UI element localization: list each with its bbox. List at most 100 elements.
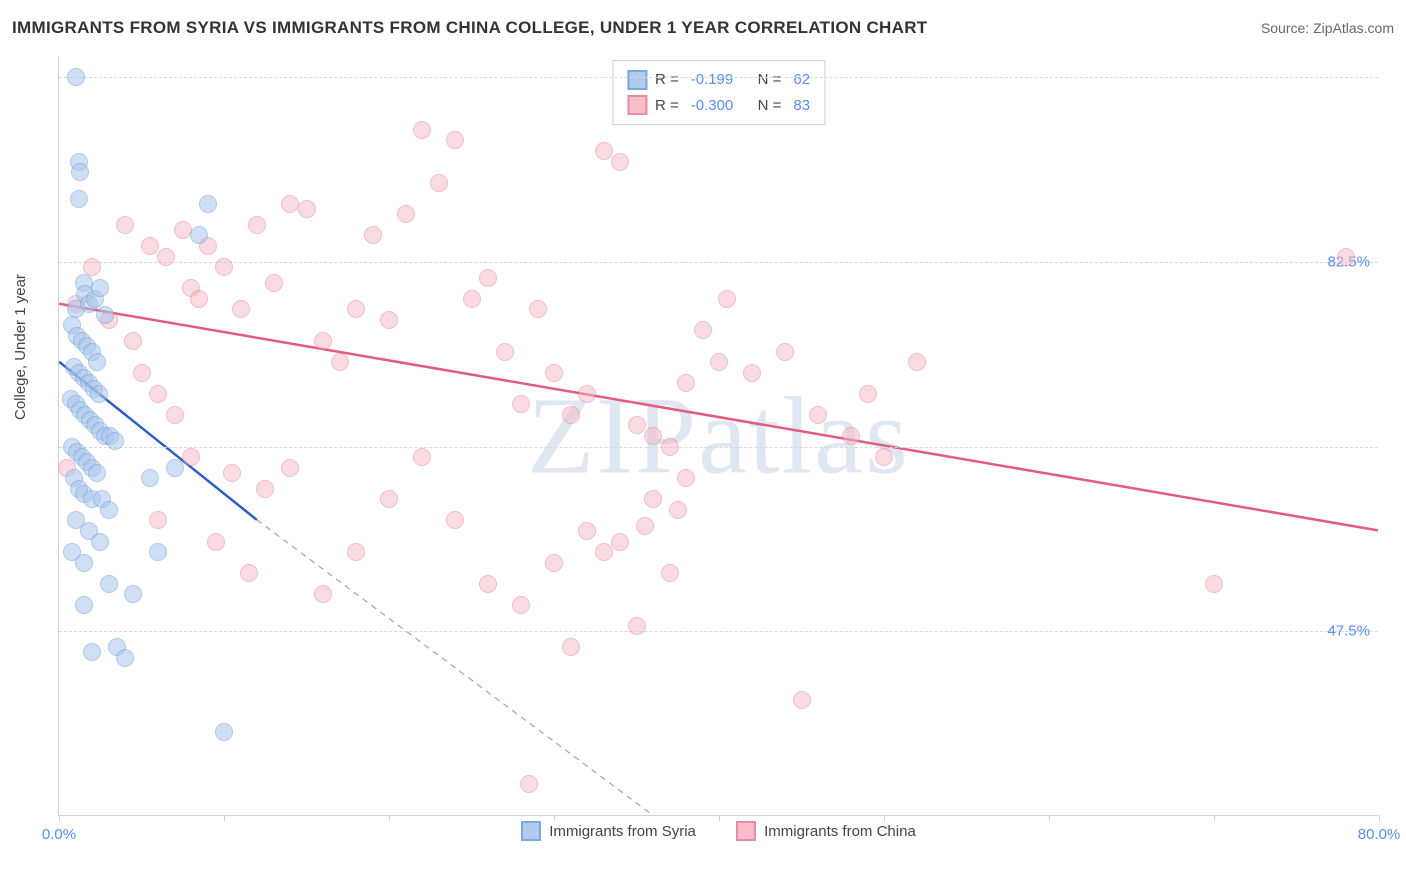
data-point-china — [446, 511, 464, 529]
data-point-china — [562, 406, 580, 424]
swatch-syria — [521, 821, 541, 841]
data-point-china — [463, 290, 481, 308]
data-point-china — [529, 300, 547, 318]
data-point-china — [710, 353, 728, 371]
data-point-china — [1337, 248, 1355, 266]
data-point-china — [232, 300, 250, 318]
data-point-syria — [116, 649, 134, 667]
data-point-syria — [190, 226, 208, 244]
trend-line — [59, 304, 1378, 531]
data-point-syria — [88, 353, 106, 371]
data-point-china — [859, 385, 877, 403]
legend-item-china: Immigrants from China — [736, 821, 916, 841]
data-point-china — [248, 216, 266, 234]
source-prefix: Source: — [1261, 20, 1313, 36]
data-point-syria — [71, 163, 89, 181]
x-tick-label: 0.0% — [42, 826, 76, 843]
data-point-china — [207, 533, 225, 551]
data-point-china — [347, 300, 365, 318]
x-tick — [59, 815, 60, 821]
data-point-china — [636, 517, 654, 535]
n-value-syria: 62 — [793, 67, 810, 93]
grid-line-h — [59, 262, 1378, 263]
data-point-china — [644, 490, 662, 508]
data-point-china — [628, 617, 646, 635]
data-point-syria — [106, 432, 124, 450]
data-point-china — [240, 564, 258, 582]
data-point-syria — [100, 501, 118, 519]
data-point-china — [157, 248, 175, 266]
legend-item-syria: Immigrants from Syria — [521, 821, 696, 841]
data-point-china — [124, 332, 142, 350]
data-point-china — [413, 121, 431, 139]
data-point-china — [479, 575, 497, 593]
data-point-china — [298, 200, 316, 218]
data-point-china — [793, 691, 811, 709]
x-tick — [1049, 815, 1050, 821]
data-point-china — [611, 153, 629, 171]
data-point-china — [281, 195, 299, 213]
data-point-china — [520, 775, 538, 793]
data-point-china — [776, 343, 794, 361]
data-point-china — [677, 469, 695, 487]
x-tick — [1214, 815, 1215, 821]
swatch-syria — [627, 70, 647, 90]
data-point-china — [677, 374, 695, 392]
data-point-china — [479, 269, 497, 287]
data-point-syria — [91, 533, 109, 551]
data-point-syria — [199, 195, 217, 213]
data-point-china — [908, 353, 926, 371]
data-point-syria — [124, 585, 142, 603]
r-label: R = — [655, 93, 679, 119]
data-point-china — [215, 258, 233, 276]
data-point-china — [397, 205, 415, 223]
source-link[interactable]: ZipAtlas.com — [1313, 20, 1394, 36]
grid-line-h — [59, 631, 1378, 632]
data-point-china — [512, 596, 530, 614]
data-point-china — [116, 216, 134, 234]
data-point-china — [256, 480, 274, 498]
data-point-china — [223, 464, 241, 482]
trend-lines — [59, 56, 1378, 815]
data-point-china — [578, 385, 596, 403]
data-point-china — [380, 490, 398, 508]
data-point-china — [174, 221, 192, 239]
data-point-syria — [91, 279, 109, 297]
trend-line — [257, 520, 653, 815]
data-point-china — [545, 554, 563, 572]
x-tick — [719, 815, 720, 821]
legend-label-china: Immigrants from China — [764, 823, 916, 840]
legend-label-syria: Immigrants from Syria — [549, 823, 696, 840]
r-value-china: -0.300 — [691, 93, 734, 119]
data-point-syria — [215, 723, 233, 741]
data-point-china — [611, 533, 629, 551]
data-point-china — [446, 131, 464, 149]
data-point-syria — [149, 543, 167, 561]
data-point-china — [430, 174, 448, 192]
data-point-syria — [70, 190, 88, 208]
data-point-china — [562, 638, 580, 656]
data-point-china — [661, 564, 679, 582]
legend-row-syria: R = -0.199 N = 62 — [627, 67, 810, 93]
data-point-china — [875, 448, 893, 466]
y-axis-label: College, Under 1 year — [12, 274, 29, 420]
data-point-china — [190, 290, 208, 308]
data-point-china — [314, 332, 332, 350]
y-tick-label: 47.5% — [1327, 623, 1370, 640]
data-point-china — [149, 385, 167, 403]
data-point-china — [694, 321, 712, 339]
data-point-china — [842, 427, 860, 445]
data-point-syria — [96, 306, 114, 324]
data-point-syria — [75, 596, 93, 614]
data-point-china — [661, 438, 679, 456]
data-point-china — [512, 395, 530, 413]
data-point-china — [364, 226, 382, 244]
chart-title: IMMIGRANTS FROM SYRIA VS IMMIGRANTS FROM… — [12, 18, 927, 38]
n-label: N = — [758, 93, 782, 119]
x-tick — [884, 815, 885, 821]
n-label: N = — [758, 67, 782, 93]
data-point-syria — [166, 459, 184, 477]
data-point-china — [595, 142, 613, 160]
data-point-syria — [75, 554, 93, 572]
data-point-china — [545, 364, 563, 382]
